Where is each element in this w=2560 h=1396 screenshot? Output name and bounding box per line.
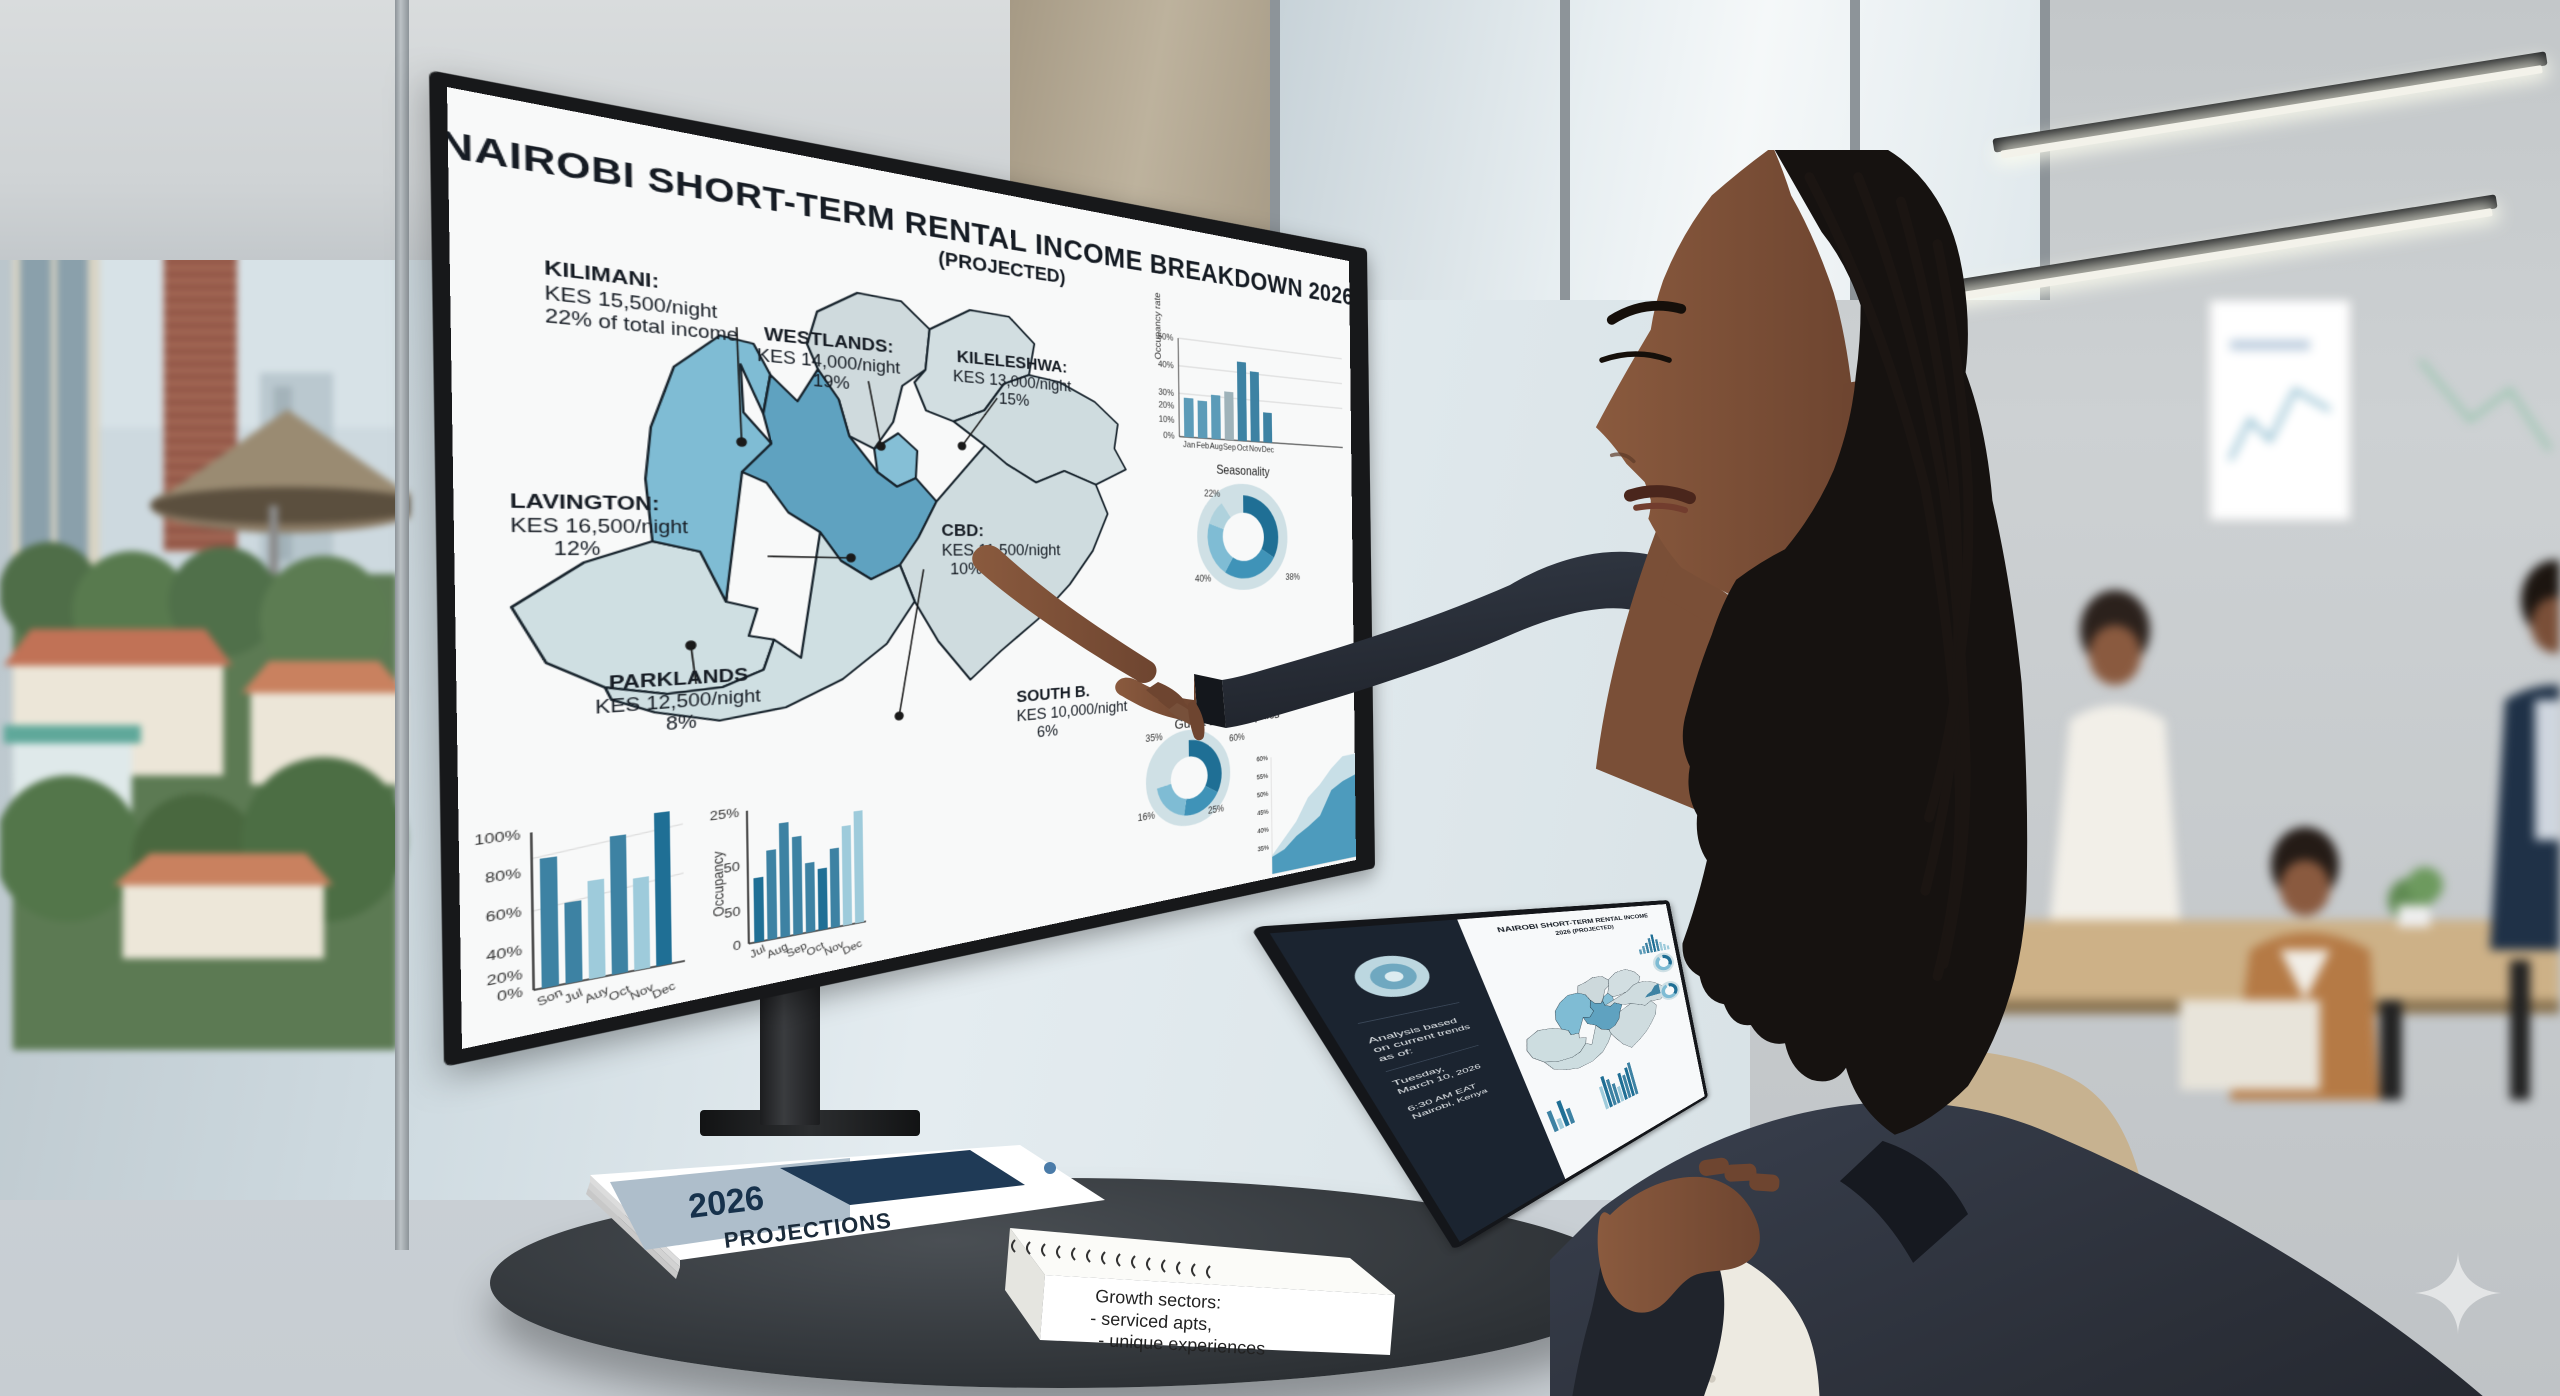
svg-text:22%: 22% (1204, 488, 1220, 499)
svg-text:50%: 50% (1158, 331, 1174, 343)
svg-text:Nov: Nov (1249, 444, 1262, 454)
svg-text:KES 16,500/night: KES 16,500/night (510, 514, 689, 537)
svg-text:0: 0 (733, 938, 741, 954)
svg-text:CBD:: CBD: (941, 521, 984, 540)
svg-text:30%: 30% (1158, 387, 1174, 398)
svg-text:Feb: Feb (1196, 440, 1209, 450)
svg-text:LAVINGTON:: LAVINGTON: (510, 489, 660, 514)
svg-text:0%: 0% (1163, 430, 1174, 440)
svg-text:40%: 40% (1158, 359, 1174, 370)
svg-text:15%: 15% (999, 389, 1030, 409)
svg-text:Dec: Dec (1262, 445, 1274, 455)
svg-text:8%: 8% (666, 711, 697, 734)
svg-text:19%: 19% (813, 370, 850, 392)
svg-text:Jan: Jan (1183, 440, 1195, 450)
svg-text:12%: 12% (554, 537, 601, 559)
svg-text:50: 50 (724, 904, 740, 921)
svg-text:Sep: Sep (1223, 442, 1236, 452)
svg-text:Aug: Aug (1210, 441, 1223, 451)
svg-text:50: 50 (724, 860, 740, 877)
svg-text:Occupancy rate: Occupancy rate (1152, 292, 1163, 360)
svg-text:Seasonality: Seasonality (1216, 463, 1270, 479)
svg-text:20%: 20% (1158, 400, 1174, 411)
svg-text:Oct: Oct (1237, 443, 1248, 453)
svg-text:10%: 10% (1159, 414, 1175, 425)
